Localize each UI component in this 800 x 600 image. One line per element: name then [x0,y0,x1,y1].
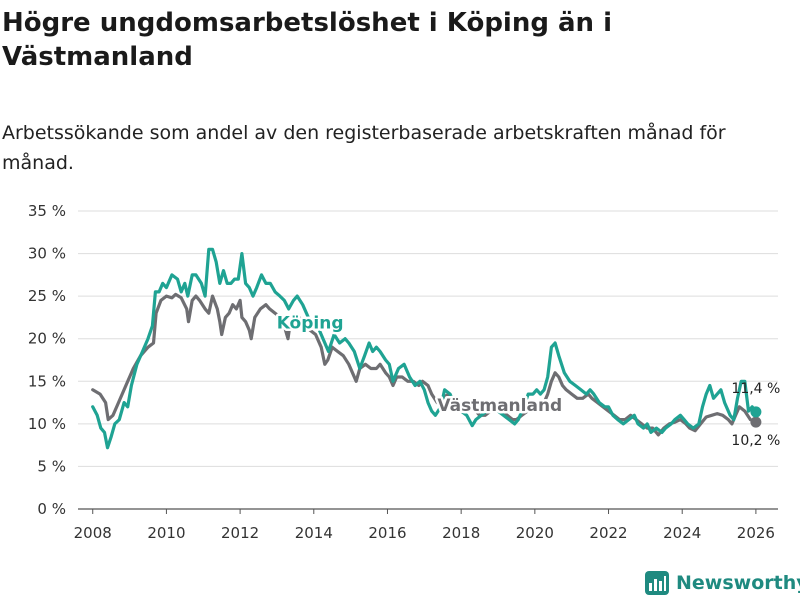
bar-chart-icon [645,571,669,595]
labels: 0 % 5 % 10 % 15 % 20 % 25 % 30 % 35 % 2008 2010 20… [28,202,780,542]
y-tick-label: 20 % [28,330,66,348]
grid-layer [78,210,778,514]
brand-name: Newsworthy [676,572,800,594]
series-label-koping: Köping [277,313,344,333]
end-point-västmanland [750,416,762,428]
series-line-köping [91,247,758,450]
x-tick-label: 2012 [221,524,259,542]
y-tick-label: 35 % [28,202,66,220]
series-lines [91,247,758,450]
y-tick-label: 5 % [37,457,66,475]
x-tick-label: 2016 [368,524,406,542]
x-tick-label: 2026 [737,524,775,542]
series-line-västmanland [91,292,758,437]
x-tick-label: 2022 [589,524,627,542]
x-tick-label: 2024 [663,524,701,542]
end-point-köping [750,406,762,418]
x-tick-label: 2010 [147,524,185,542]
y-tick-label: 30 % [28,245,66,263]
end-markers [750,406,762,428]
end-label-koping: 11,4 % [731,381,780,397]
x-tick-label: 2014 [295,524,333,542]
chart-subtitle: Arbetssökande som andel av den registerb… [2,122,726,174]
end-label-vastmanland: 10,2 % [731,433,780,449]
series-label-vastmanland: Västmanland [437,396,562,416]
chart-title: Högre ungdomsarbetslöshet i Köping än i … [2,8,613,72]
y-tick-label: 0 % [37,500,66,518]
x-tick-label: 2008 [74,524,112,542]
y-tick-label: 15 % [28,372,66,390]
brand-logo: Newsworthy [644,568,800,598]
x-tick-label: 2018 [442,524,480,542]
y-tick-label: 10 % [28,415,66,433]
y-tick-label: 25 % [28,287,66,305]
x-tick-label: 2020 [516,524,554,542]
